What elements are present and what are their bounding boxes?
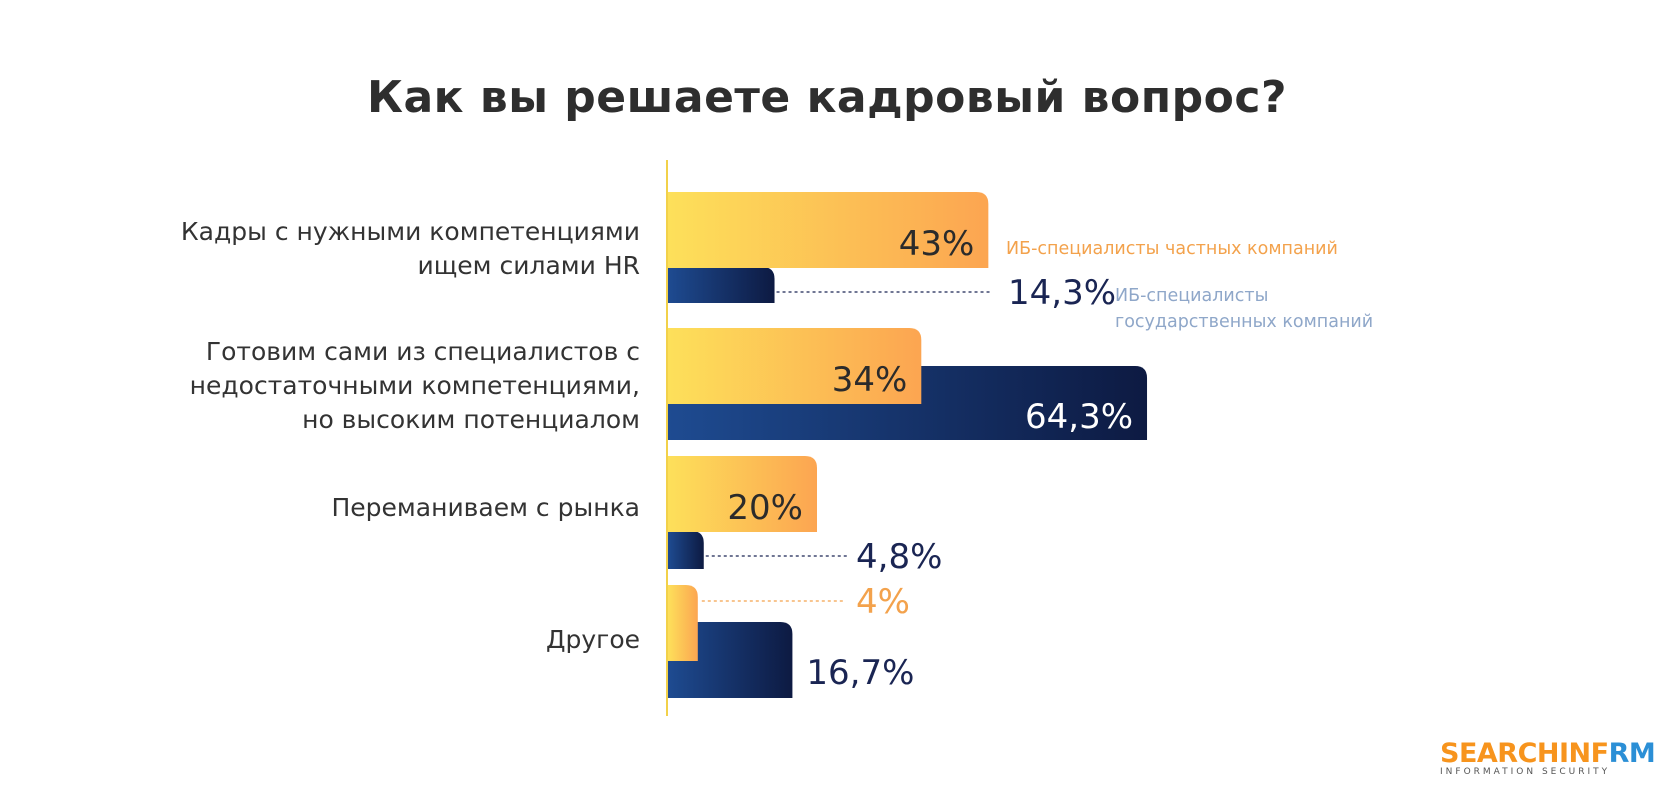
legend-gov-line: государственных компаний <box>1115 312 1373 332</box>
bar-gov-2 <box>668 531 704 569</box>
bar-gov-0 <box>668 267 775 303</box>
searchinform-logo: SEARCHINFRM INFORMATION SECURITY <box>1440 738 1654 777</box>
category-label-line: Переманиваем с рынка <box>331 493 640 522</box>
value-label-gov-2: 4,8% <box>856 537 942 577</box>
value-label-private-3: 4% <box>856 582 910 622</box>
legend-private: ИБ-специалисты частных компаний <box>1006 239 1338 259</box>
legend-gov: ИБ-специалисты государственных компаний <box>1115 286 1373 332</box>
category-label: Другое <box>546 623 640 657</box>
legend-gov-line: ИБ-специалисты <box>1115 286 1268 306</box>
value-label-private-2: 20% <box>727 488 803 528</box>
bar-private-0 <box>668 192 989 268</box>
category-label-line: Готовим сами из специалистов с <box>205 337 640 366</box>
bar-gov-3 <box>668 622 793 698</box>
value-label-private-1: 34% <box>832 360 908 400</box>
value-label-private-0: 43% <box>899 224 975 264</box>
category-label-line: но высоким потенциалом <box>302 405 640 434</box>
value-label-gov-3: 16,7% <box>806 653 914 693</box>
category-label: Переманиваем с рынка <box>331 491 640 525</box>
category-label-line: ищем силами HR <box>417 251 641 280</box>
bar-private-1 <box>668 328 922 404</box>
bar-private-3 <box>668 585 698 661</box>
value-label-gov-1: 64,3% <box>1025 397 1133 437</box>
category-label-line: Другое <box>545 625 640 654</box>
value-label-gov-0: 14,3% <box>1008 273 1116 313</box>
chart-title: Как вы решаете кадровый вопрос? <box>367 72 1287 123</box>
category-label: Кадры с нужными компетенциями ищем силами… <box>181 215 640 283</box>
category-label-line: недостаточными компетенциями, <box>189 371 640 400</box>
category-label: Готовим сами из специалистов с недостаточ… <box>190 335 640 437</box>
bar-private-2 <box>668 456 817 532</box>
category-label-line: Кадры с нужными компетенциями <box>180 217 640 246</box>
